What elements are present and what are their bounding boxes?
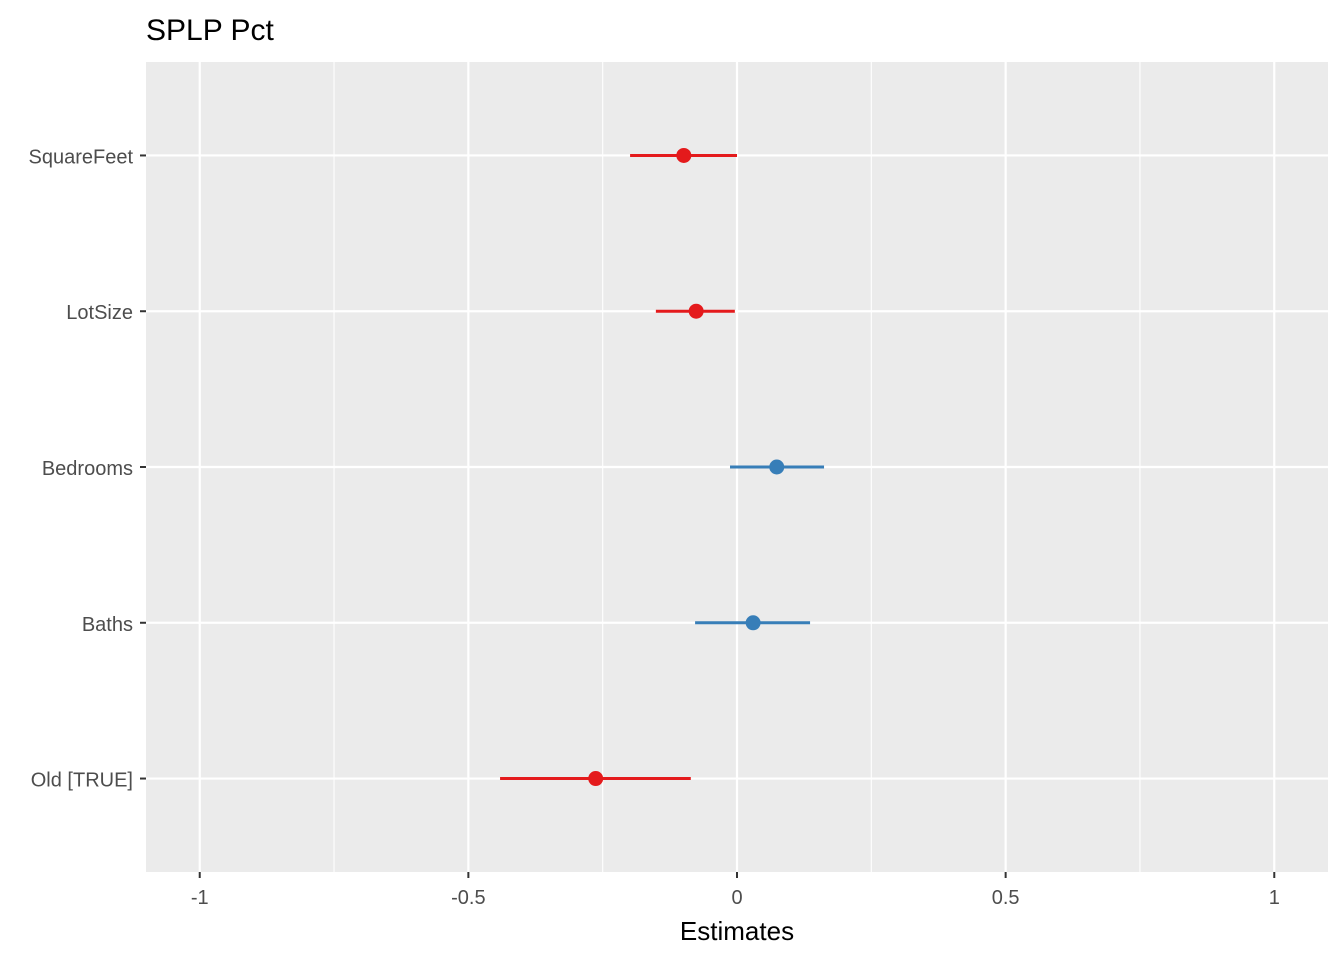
x-tick-label: 1 <box>1269 887 1280 909</box>
y-tick-label: Baths <box>82 614 133 636</box>
x-axis-label: Estimates <box>680 916 794 946</box>
estimate-point <box>688 303 704 319</box>
estimate-point <box>588 771 604 787</box>
x-tick-label: -1 <box>191 887 209 909</box>
x-axis: -1 -0.5 0 0.5 1 <box>191 872 1280 909</box>
y-tick-label: Bedrooms <box>42 458 133 480</box>
x-tick-label: -0.5 <box>451 887 485 909</box>
estimate-marks <box>500 147 825 787</box>
estimate-point <box>745 615 761 631</box>
x-tick-label: 0.5 <box>992 887 1020 909</box>
chart-title: SPLP Pct <box>146 14 275 47</box>
y-tick-label: SquareFeet <box>28 146 133 168</box>
estimate-point <box>676 147 692 163</box>
x-tick-label: 0 <box>731 887 742 909</box>
y-tick-label: Old [TRUE] <box>31 770 133 792</box>
estimate-point <box>769 459 785 475</box>
y-axis: SquareFeet LotSize Bedrooms Baths Old [TRUE] <box>28 146 146 792</box>
y-tick-label: LotSize <box>66 302 133 324</box>
